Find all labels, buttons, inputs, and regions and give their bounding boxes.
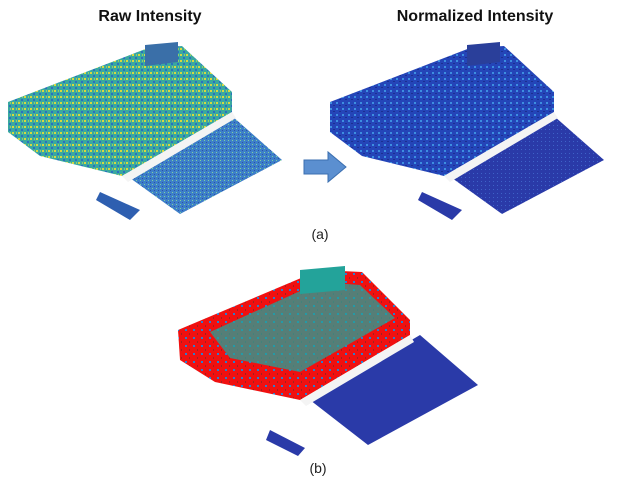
normalized-title: Normalized Intensity xyxy=(396,8,554,25)
raw-point-cloud xyxy=(8,42,282,220)
normalized-point-cloud xyxy=(330,42,604,220)
classified-point-cloud xyxy=(178,266,478,456)
caption-a: (a) xyxy=(311,226,329,242)
arrow xyxy=(303,150,347,184)
raw-title: Raw Intensity xyxy=(98,8,202,25)
caption-b: (b) xyxy=(309,460,327,476)
